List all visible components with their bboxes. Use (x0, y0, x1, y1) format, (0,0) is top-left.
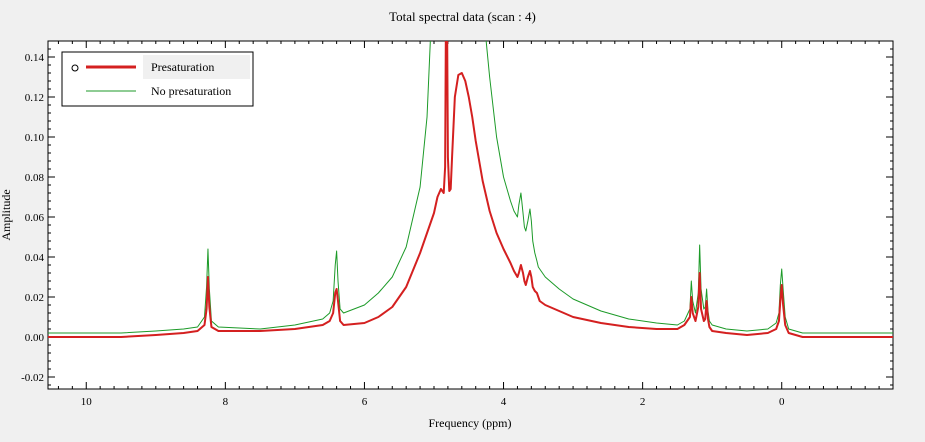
x-tick-label: 8 (223, 396, 229, 408)
series-line-presaturation (48, 41, 893, 338)
x-axis-label: Frequency (ppm) (429, 416, 512, 430)
y-tick-label: 0.12 (25, 92, 44, 104)
legend: Presaturation No presaturation (61, 51, 254, 107)
y-tick-label: 0.00 (25, 332, 45, 344)
x-tick-label: 0 (779, 396, 785, 408)
x-tick-label: 2 (640, 396, 646, 408)
y-tick-label: 0.02 (25, 292, 44, 304)
y-tick-label: -0.02 (21, 372, 44, 384)
chart-title: Total spectral data (scan : 4) (389, 9, 536, 24)
y-tick-label: 0.14 (25, 52, 45, 64)
y-axis-label: Amplitude (0, 189, 13, 240)
y-tick-label: 0.06 (25, 212, 45, 224)
y-tick-label: 0.08 (25, 172, 45, 184)
x-tick-label: 4 (501, 396, 507, 408)
legend-highlight (143, 55, 250, 79)
series-line-no-presaturation (48, 41, 893, 334)
x-tick-label: 6 (362, 396, 368, 408)
legend-label-presaturation: Presaturation (151, 60, 214, 74)
axis-ticks: 10 8 6 4 2 0 -0.02 0.00 0.02 0.04 0.06 0.08 0.10 0.12… (21, 41, 893, 408)
y-tick-label: 0.04 (25, 252, 45, 264)
legend-label-no-presaturation: No presaturation (151, 84, 231, 98)
legend-marker-icon (71, 64, 79, 72)
y-tick-label: 0.10 (25, 132, 45, 144)
x-tick-label: 10 (81, 396, 93, 408)
series-group (48, 41, 893, 338)
